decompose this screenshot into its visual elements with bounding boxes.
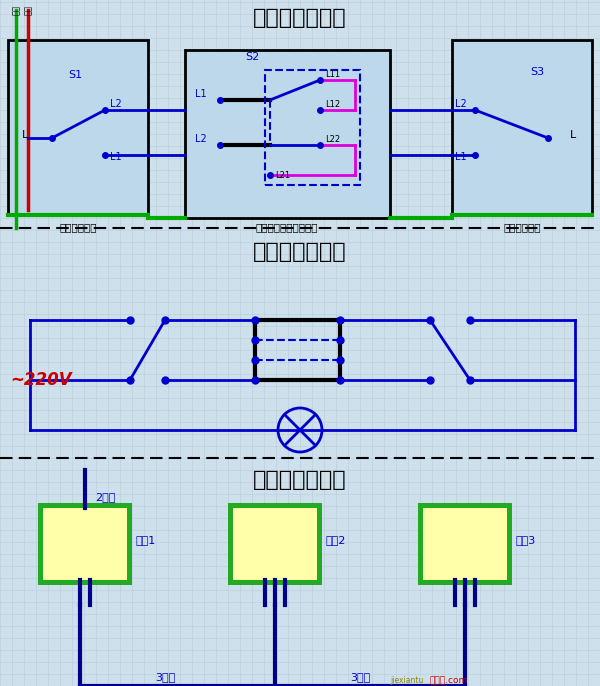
Text: 开关2: 开关2 bbox=[325, 535, 346, 545]
Bar bbox=[185, 50, 390, 218]
Text: L1: L1 bbox=[110, 152, 122, 162]
Bar bbox=[423, 508, 507, 580]
Bar bbox=[38, 503, 132, 585]
Bar bbox=[8, 40, 148, 215]
Text: 接线图.com: 接线图.com bbox=[430, 676, 468, 685]
Bar bbox=[452, 40, 592, 215]
Text: L12: L12 bbox=[325, 100, 340, 109]
Text: 3根线: 3根线 bbox=[350, 672, 370, 682]
Text: 3根线: 3根线 bbox=[155, 672, 175, 682]
Text: 火线: 火线 bbox=[23, 5, 32, 15]
Text: L22: L22 bbox=[325, 135, 340, 144]
Text: ~220V: ~220V bbox=[10, 371, 71, 389]
Text: S2: S2 bbox=[245, 52, 259, 62]
Text: 开关3: 开关3 bbox=[515, 535, 535, 545]
Text: L2: L2 bbox=[110, 99, 122, 109]
Text: L1: L1 bbox=[455, 152, 467, 162]
Text: 2根线: 2根线 bbox=[95, 492, 115, 502]
Bar bbox=[228, 503, 322, 585]
Text: 单开双控开关: 单开双控开关 bbox=[503, 222, 541, 232]
Text: S3: S3 bbox=[530, 67, 544, 77]
Text: jiexiantu: jiexiantu bbox=[390, 676, 424, 685]
Text: L2: L2 bbox=[455, 99, 467, 109]
Text: S1: S1 bbox=[68, 70, 82, 80]
Text: 零线: 零线 bbox=[11, 5, 20, 15]
Text: 三控开关接线图: 三控开关接线图 bbox=[253, 8, 347, 28]
Text: 中途开关（三控开关）: 中途开关（三控开关） bbox=[256, 222, 318, 232]
Text: L1: L1 bbox=[195, 89, 206, 99]
Text: 单开双控开关: 单开双控开关 bbox=[59, 222, 97, 232]
Text: L2: L2 bbox=[195, 134, 207, 144]
Text: 三控开关原理图: 三控开关原理图 bbox=[253, 242, 347, 262]
Text: L: L bbox=[22, 130, 28, 140]
Bar bbox=[43, 508, 127, 580]
Text: 三控开关布线图: 三控开关布线图 bbox=[253, 470, 347, 490]
Bar bbox=[265, 70, 360, 185]
Text: L11: L11 bbox=[325, 70, 340, 79]
Text: 开关1: 开关1 bbox=[135, 535, 155, 545]
Text: L: L bbox=[570, 130, 576, 140]
Bar bbox=[418, 503, 512, 585]
Bar bbox=[233, 508, 317, 580]
Text: L21: L21 bbox=[275, 171, 290, 180]
